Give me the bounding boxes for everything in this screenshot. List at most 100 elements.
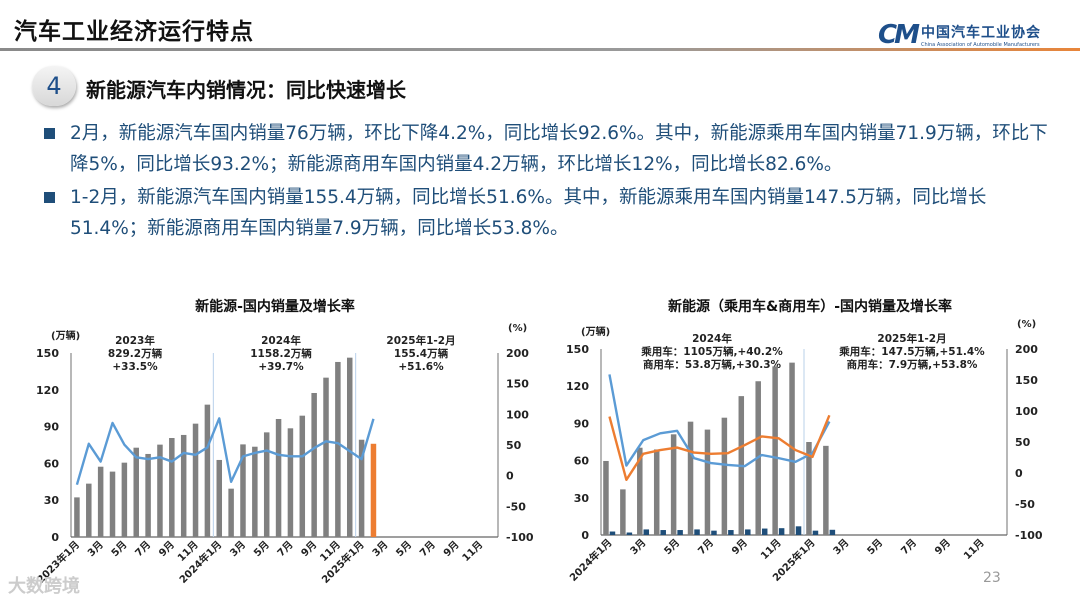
period-annotation: +39.7% [258,361,304,373]
period-annotation: 2025年1-2月 [877,332,946,345]
x-tick-label: 3月 [831,537,851,557]
bar [643,529,650,535]
chart2-title: 新能源（乘用车&商用车）-国内销量及增长率 [667,299,953,315]
y-left-tick-label: 90 [574,417,590,430]
caam-logo: CM 中国汽车工业协会 China Association of Automob… [878,20,1041,50]
bar [637,447,643,535]
x-tick-label: 9月 [441,539,461,559]
y-left-tick-label: 120 [36,384,59,397]
bar [626,532,633,535]
section-number-badge: 4 [32,66,76,106]
x-tick-label: 11月 [758,537,783,562]
x-tick-label: 11月 [460,539,485,564]
logo-en: China Association of Automobile Manufact… [920,42,1040,48]
y-left-tick-label: 150 [36,347,59,360]
watermark: 大数跨境 [8,576,80,597]
page-header-title: 汽车工业经济运行特点 [14,19,254,45]
period-annotation: 商用车：53.8万辆,+30.3% [643,358,782,371]
x-tick-label: 5月 [109,539,129,559]
period-annotation: 乘用车：1105万辆,+40.2% [640,345,783,358]
y-right-tick-label: 0 [1015,467,1023,480]
bullet-item: 2月，新能源汽车国内销量76万辆，环比下降4.2%，同比增长92.6%。其中，新… [42,118,1052,180]
y-right-tick-label: 100 [1015,405,1038,418]
bar [812,530,819,535]
y-left-tick-label: 150 [566,343,589,356]
y-left-unit: (万辆) [581,325,610,338]
bar [252,446,258,537]
bar [620,489,626,535]
bar [823,445,829,535]
bar [653,449,660,535]
bar [603,460,609,535]
y-left-tick-label: 120 [566,380,589,393]
bar [275,418,282,537]
y-left-tick-label: 0 [51,531,59,544]
x-tick-label: 11月 [961,537,986,562]
period-annotation: 乘用车：147.5万辆,+51.4% [838,345,985,358]
x-tick-label: 9月 [156,539,176,559]
bar [806,442,812,535]
bar [97,466,104,537]
bar [721,417,728,535]
y-right-tick-label: -50 [1015,498,1035,511]
bar [728,530,734,535]
y-right-tick-label: 200 [506,347,529,360]
bar [745,529,751,535]
period-annotation: +51.6% [398,361,444,373]
y-right-tick-label: -50 [506,500,526,513]
y-left-tick-label: 90 [44,421,60,434]
bar [358,439,365,537]
x-tick-label: 5月 [251,539,271,559]
page-number: 23 [983,570,1001,586]
caam-logo-mark-icon: CM [878,20,920,50]
period-annotation: 2024年 [261,334,301,347]
bar [323,377,329,537]
bar [687,421,694,535]
bar [299,415,306,537]
y-right-tick-label: 50 [1015,436,1031,449]
bar [311,392,317,537]
x-tick-label: 5月 [394,539,414,559]
bar [778,528,785,535]
y-right-unit: (%) [1017,319,1036,330]
x-tick-label: 5月 [865,537,885,557]
bar [704,429,711,535]
period-annotation: 2025年1-2月 [386,334,455,347]
y-right-unit: (%) [508,323,527,334]
x-tick-label: 9月 [932,537,952,557]
bar [609,531,616,535]
chart1-title: 新能源-国内销量及增长率 [195,299,355,315]
x-tick-label: 7月 [899,537,919,557]
x-tick-label: 7月 [696,537,716,557]
period-annotation: 829.2万辆 [108,347,163,360]
y-left-tick-label: 60 [44,457,60,470]
x-tick-label: 2024年1月 [567,536,615,584]
y-right-tick-label: -100 [506,531,534,544]
y-left-unit: (万辆) [51,329,80,342]
bar [145,453,151,537]
bar [192,423,199,537]
bar [263,432,270,537]
bullet-list: 2月，新能源汽车国内销量76万辆，环比下降4.2%，同比增长92.6%。其中，新… [42,118,1052,246]
y-right-tick-label: 150 [1015,374,1038,387]
y-right-tick-label: 200 [1015,343,1038,356]
logo-cn: 中国汽车工业协会 [920,25,1041,41]
bar [86,483,92,537]
bar [761,528,768,535]
bar [711,530,717,535]
period-annotation: 2023年 [115,334,155,347]
bar [795,526,802,535]
y-right-tick-label: 0 [506,470,514,483]
section-title: 新能源汽车内销情况：同比快速增长 [86,78,406,102]
bar [180,434,187,537]
y-left-tick-label: 60 [574,455,590,468]
bar [157,444,163,537]
bar [829,529,836,535]
x-tick-label: 9月 [729,537,749,557]
y-left-tick-label: 30 [574,492,590,505]
x-tick-label: 3月 [85,539,105,559]
period-annotation: 商用车：7.9万辆,+53.8% [847,358,978,371]
bar [228,488,234,537]
period-annotation: 1158.2万辆 [250,347,312,360]
x-tick-label: 7月 [275,539,295,559]
